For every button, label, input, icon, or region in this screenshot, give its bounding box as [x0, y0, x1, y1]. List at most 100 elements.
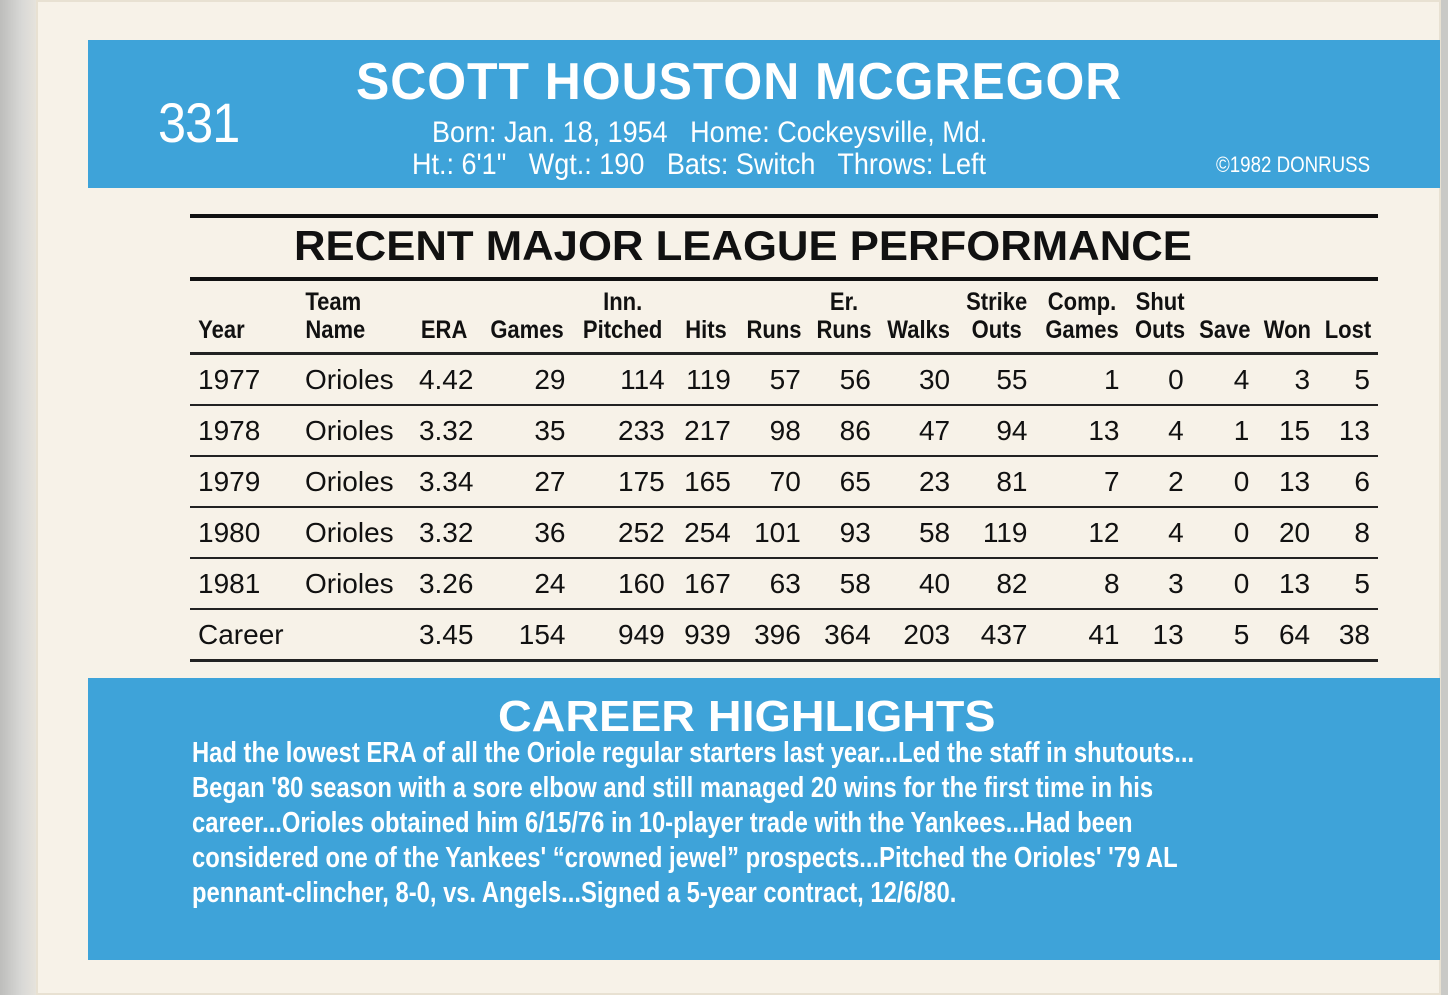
stats-cell: 13: [1257, 455, 1319, 507]
stats-cell: [296, 608, 408, 662]
stats-header-line: Shut: [1135, 288, 1185, 316]
stats-header-cell: ERA: [411, 288, 477, 355]
stats-header-line: Lost: [1324, 316, 1372, 344]
stats-cell: 56: [808, 352, 879, 405]
stats-cell: 1978: [190, 404, 297, 456]
stats-header-line: ERA: [421, 316, 468, 344]
stats-cell: 13: [1318, 404, 1378, 456]
player-name: SCOTT HOUSTON MCGREGOR: [356, 53, 1123, 111]
stats-header-cell: Shut Outs: [1131, 288, 1188, 355]
stats-cell: 7: [1035, 455, 1128, 507]
stats-cell: 0: [1191, 455, 1258, 507]
stats-header-cell: Er. Runs: [812, 288, 875, 355]
stats-header-line: Er.: [829, 288, 858, 316]
stats-cell: Orioles: [296, 404, 408, 456]
stats-header-line: Save: [1198, 316, 1251, 344]
stats-cell: 1981: [190, 557, 297, 609]
baseball-card-back: 331 SCOTT HOUSTON MCGREGOR Born: Jan. 18…: [36, 0, 1441, 995]
stats-body: 1977 Orioles 4.42 29 114 119 57 56 30 55 1 0 4 3 5 1978…: [190, 352, 1378, 662]
stats-cell: 35: [481, 404, 574, 456]
career-highlights-panel: CAREER HIGHLIGHTS Had the lowest ERA of …: [88, 678, 1440, 960]
stats-cell: 24: [481, 557, 574, 609]
stats-cell: Career: [190, 608, 297, 662]
bio-physical: Ht.: 6'1" Wgt.: 190 Bats: Switch Throws:…: [412, 148, 986, 181]
stats-cell: 20: [1257, 506, 1319, 558]
bio-birth-home: Born: Jan. 18, 1954 Home: Cockeysville, …: [432, 116, 988, 149]
stats-cell: 396: [738, 608, 809, 662]
stats-header-line: Runs: [746, 316, 802, 344]
stats-cell: 175: [573, 455, 673, 507]
stats-cell: 252: [573, 506, 673, 558]
copyright-notice: ©1982 DONRUSS: [1216, 152, 1371, 177]
stats-header-line: Strike: [966, 288, 1028, 316]
stats-row: 1981 Orioles 3.26 24 160 167 63 58 40 82 8 3 0 13 5: [190, 557, 1378, 609]
stats-header-line: Games: [1044, 316, 1119, 344]
stats-cell: 4: [1127, 506, 1192, 558]
stats-cell: 8: [1318, 506, 1378, 558]
stats-header-line: Won: [1264, 316, 1312, 344]
stats-row: 1978 Orioles 3.32 35 233 217 98 86 47 94 13 4 1 15 13: [190, 404, 1378, 456]
performance-title-rule: [190, 277, 1378, 281]
stats-cell: 101: [738, 506, 809, 558]
stats-header-line: Team: [305, 288, 362, 316]
stats-header-row: Year Team Name ERA Games Inn. Pitched Hits Runs E…: [190, 288, 1378, 355]
stats-cell: 86: [808, 404, 879, 456]
performance-top-rule: [190, 214, 1378, 218]
stats-header-line: Outs: [1134, 316, 1185, 344]
stats-cell: 81: [958, 455, 1036, 507]
stats-cell: 3.32: [407, 506, 482, 558]
stats-cell: 58: [808, 557, 879, 609]
stats-cell: 203: [878, 608, 959, 662]
stats-cell: 167: [672, 557, 739, 609]
stats-cell: 4: [1127, 404, 1192, 456]
stats-cell: 98: [738, 404, 809, 456]
stats-cell: 3: [1127, 557, 1192, 609]
stats-header-line: Inn.: [603, 288, 643, 316]
stats-cell: 160: [573, 557, 673, 609]
stats-header-line: Name: [305, 316, 366, 344]
stats-cell: 27: [481, 455, 574, 507]
card-sleeve-edge: [0, 0, 36, 995]
bio-panel: 331 SCOTT HOUSTON MCGREGOR Born: Jan. 18…: [88, 40, 1440, 188]
stats-cell: 437: [958, 608, 1036, 662]
stats-header-line: Outs: [971, 316, 1022, 344]
stats-cell: Orioles: [296, 557, 408, 609]
career-highlights-title: CAREER HIGHLIGHTS: [498, 692, 996, 741]
stats-cell: 57: [738, 352, 809, 405]
stats-cell: 364: [808, 608, 879, 662]
stats-cell: 1: [1191, 404, 1258, 456]
stats-cell: 1: [1035, 352, 1128, 405]
stats-cell: 0: [1191, 557, 1258, 609]
stats-cell: 5: [1318, 557, 1378, 609]
stats-header-cell: Walks: [883, 288, 954, 355]
stats-cell: 165: [672, 455, 739, 507]
card-number: 331: [158, 91, 240, 154]
stats-header-cell: Won: [1261, 288, 1315, 355]
stats-cell: 3.34: [407, 455, 482, 507]
stats-cell: 119: [672, 352, 739, 405]
stats-cell: 29: [481, 352, 574, 405]
stats-header-cell: Team Name: [303, 288, 401, 355]
stats-cell: Orioles: [296, 352, 408, 405]
stats-row: 1980 Orioles 3.32 36 252 254 101 93 58 119 12 4 0 20 8: [190, 506, 1378, 558]
stats-cell: 47: [878, 404, 959, 456]
stats-row: 1977 Orioles 4.42 29 114 119 57 56 30 55 1 0 4 3 5: [190, 352, 1378, 405]
stats-cell: 13: [1257, 557, 1319, 609]
stats-header-cell: Lost: [1321, 288, 1375, 355]
stats-header-cell: Inn. Pitched: [579, 288, 667, 355]
stats-table: Year Team Name ERA Games Inn. Pitched Hits Runs E…: [190, 288, 1378, 662]
stats-cell: 3.45: [407, 608, 482, 662]
stats-cell: 0: [1191, 506, 1258, 558]
stats-cell: 23: [878, 455, 959, 507]
stats-cell: 949: [573, 608, 673, 662]
stats-cell: 94: [958, 404, 1036, 456]
stats-cell: 63: [738, 557, 809, 609]
stats-cell: 233: [573, 404, 673, 456]
stats-cell: 5: [1318, 352, 1378, 405]
stats-cell: 4: [1191, 352, 1258, 405]
stats-cell: 3.32: [407, 404, 482, 456]
stats-cell: 1980: [190, 506, 297, 558]
stats-cell: 55: [958, 352, 1036, 405]
stats-cell: 38: [1318, 608, 1378, 662]
stats-header-cell: Games: [486, 288, 568, 355]
